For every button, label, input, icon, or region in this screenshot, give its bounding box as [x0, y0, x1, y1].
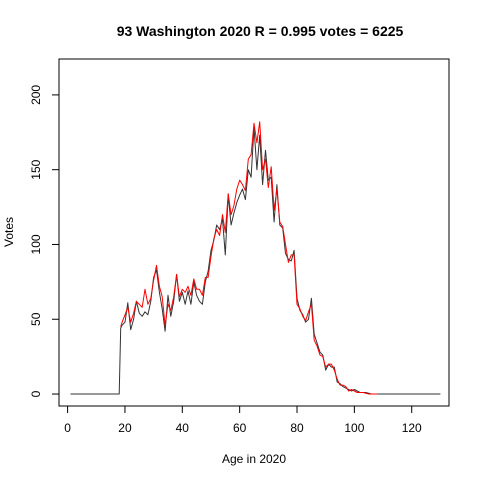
y-tick-label: 0	[29, 390, 43, 397]
x-axis-label: Age in 2020	[222, 452, 286, 466]
x-tick-label: 120	[402, 421, 422, 435]
y-axis: 0 50 100 150 200	[29, 85, 60, 397]
x-tick-label: 80	[290, 421, 304, 435]
y-tick-label: 150	[29, 159, 43, 179]
x-tick-label: 0	[64, 421, 71, 435]
y-tick-label: 100	[29, 234, 43, 254]
plot-frame	[58, 58, 450, 407]
x-tick-label: 40	[176, 421, 190, 435]
x-tick-label: 20	[118, 421, 132, 435]
x-tick-label: 100	[344, 421, 364, 435]
chart-title: 93 Washington 2020 R = 0.995 votes = 622…	[117, 23, 404, 39]
x-axis: 0 20 40 60 80 100 120	[64, 405, 422, 435]
series-line-1	[70, 127, 441, 395]
series-layer	[70, 121, 441, 395]
y-tick-label: 200	[29, 85, 43, 105]
y-axis-label: Votes	[2, 217, 16, 247]
x-tick-label: 60	[233, 421, 247, 435]
y-tick-label: 50	[29, 312, 43, 326]
series-line-2	[120, 121, 378, 395]
